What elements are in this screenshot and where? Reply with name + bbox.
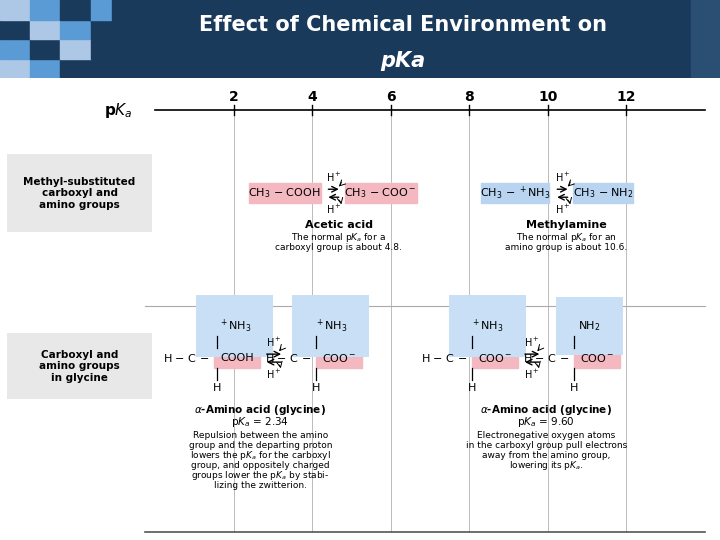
Text: COOH: COOH bbox=[220, 353, 253, 363]
Text: pKa: pKa bbox=[381, 51, 426, 71]
Text: 8: 8 bbox=[464, 90, 474, 104]
Bar bbox=[248, 183, 320, 203]
Text: Electronegative oxygen atoms: Electronegative oxygen atoms bbox=[477, 430, 616, 440]
Text: H: H bbox=[468, 383, 477, 393]
Text: group and the departing proton: group and the departing proton bbox=[189, 441, 332, 450]
Bar bbox=[0, 39, 30, 59]
Text: Methyl-substituted
carboxyl and
amino groups: Methyl-substituted carboxyl and amino gr… bbox=[23, 177, 135, 210]
Text: H$^+$: H$^+$ bbox=[554, 202, 570, 216]
Text: carboxyl group is about 4.8.: carboxyl group is about 4.8. bbox=[275, 242, 402, 252]
Text: H$^+$: H$^+$ bbox=[325, 202, 341, 216]
Text: COO$^-$: COO$^-$ bbox=[322, 352, 356, 364]
FancyBboxPatch shape bbox=[7, 154, 152, 232]
Text: 6: 6 bbox=[386, 90, 395, 104]
Text: H $-$ C $-$: H $-$ C $-$ bbox=[163, 352, 209, 364]
Text: 4: 4 bbox=[307, 90, 317, 104]
Bar bbox=[30, 39, 60, 59]
Bar bbox=[0, 59, 30, 78]
Bar bbox=[30, 0, 60, 19]
Text: H: H bbox=[570, 383, 578, 393]
Text: lowering its p$K_a$.: lowering its p$K_a$. bbox=[509, 458, 583, 471]
Text: 10: 10 bbox=[538, 90, 557, 104]
Text: in the carboxyl group pull electrons: in the carboxyl group pull electrons bbox=[466, 441, 627, 450]
Bar bbox=[574, 348, 620, 368]
Bar bbox=[91, 0, 121, 19]
Text: H $-$ C $-$: H $-$ C $-$ bbox=[523, 352, 569, 364]
Text: H$^+$: H$^+$ bbox=[266, 368, 282, 381]
Text: COO$^-$: COO$^-$ bbox=[580, 352, 614, 364]
Bar bbox=[0, 19, 30, 39]
Text: The normal p$K_a$ for a: The normal p$K_a$ for a bbox=[291, 231, 386, 244]
Bar bbox=[214, 348, 260, 368]
Text: CH$_3$ $-$ COOH: CH$_3$ $-$ COOH bbox=[248, 186, 321, 200]
Text: Carboxyl and
amino groups
in glycine: Carboxyl and amino groups in glycine bbox=[39, 349, 120, 383]
Bar bbox=[345, 183, 417, 203]
Text: CH$_3$ $-$ $\mathregular{^+}$NH$_3$: CH$_3$ $-$ $\mathregular{^+}$NH$_3$ bbox=[480, 185, 551, 202]
Text: lizing the zwitterion.: lizing the zwitterion. bbox=[214, 481, 307, 490]
Bar bbox=[573, 183, 634, 203]
Text: H: H bbox=[312, 383, 320, 393]
Bar bbox=[60, 59, 91, 78]
Text: $\alpha$-Amino acid (glycine): $\alpha$-Amino acid (glycine) bbox=[480, 403, 612, 417]
Text: amino group is about 10.6.: amino group is about 10.6. bbox=[505, 242, 628, 252]
Bar bbox=[30, 59, 60, 78]
FancyBboxPatch shape bbox=[7, 333, 152, 399]
Text: NH$_2$: NH$_2$ bbox=[578, 319, 600, 333]
Text: H$^+$: H$^+$ bbox=[325, 171, 341, 184]
Bar bbox=[482, 183, 549, 203]
Bar bbox=[91, 19, 121, 39]
Text: 12: 12 bbox=[616, 90, 636, 104]
Bar bbox=[60, 0, 91, 19]
Text: group, and oppositely charged: group, and oppositely charged bbox=[191, 461, 330, 470]
Text: CH$_3$ $-$ COO$^-$: CH$_3$ $-$ COO$^-$ bbox=[344, 186, 417, 200]
Bar bbox=[91, 39, 121, 59]
Text: $^+$NH$_3$: $^+$NH$_3$ bbox=[315, 318, 347, 335]
Text: H$^+$: H$^+$ bbox=[554, 171, 570, 184]
Text: $^+$NH$_3$: $^+$NH$_3$ bbox=[471, 318, 503, 335]
Text: H$^+$: H$^+$ bbox=[266, 335, 282, 349]
Text: CH$_3$ $-$ NH$_2$: CH$_3$ $-$ NH$_2$ bbox=[573, 186, 634, 200]
Bar bbox=[30, 19, 60, 39]
Text: away from the amino group,: away from the amino group, bbox=[482, 450, 611, 460]
Text: COO$^-$: COO$^-$ bbox=[478, 352, 513, 364]
Bar bbox=[60, 39, 91, 59]
Bar bbox=[91, 59, 121, 78]
Bar bbox=[112, 0, 691, 78]
Bar bbox=[0, 0, 30, 19]
Text: lowers the p$K_a$ for the carboxyl: lowers the p$K_a$ for the carboxyl bbox=[190, 449, 331, 462]
Text: H $-$ C $-$: H $-$ C $-$ bbox=[421, 352, 467, 364]
Text: H $-$ C $-$: H $-$ C $-$ bbox=[265, 352, 311, 364]
Text: Effect of Chemical Environment on: Effect of Chemical Environment on bbox=[199, 15, 607, 35]
Text: Acetic acid: Acetic acid bbox=[305, 220, 372, 230]
Text: p$K_a$ = 2.34: p$K_a$ = 2.34 bbox=[231, 415, 289, 429]
Text: groups lower the p$K_a$ by stabi-: groups lower the p$K_a$ by stabi- bbox=[192, 469, 330, 482]
Text: $^+$NH$_3$: $^+$NH$_3$ bbox=[219, 318, 251, 335]
Bar bbox=[60, 19, 91, 39]
Text: $\alpha$-Amino acid (glycine): $\alpha$-Amino acid (glycine) bbox=[194, 403, 326, 417]
Text: Methylamine: Methylamine bbox=[526, 220, 607, 230]
Bar bbox=[472, 348, 518, 368]
Bar bbox=[316, 348, 362, 368]
Text: H$^+$: H$^+$ bbox=[524, 335, 540, 349]
Text: p$K_a$: p$K_a$ bbox=[104, 101, 132, 120]
Text: H$^+$: H$^+$ bbox=[524, 368, 540, 381]
Text: p$K_a$ = 9.60: p$K_a$ = 9.60 bbox=[517, 415, 575, 429]
Text: H: H bbox=[212, 383, 221, 393]
Bar bbox=[691, 0, 720, 78]
Text: 2: 2 bbox=[229, 90, 238, 104]
Text: The normal p$K_a$ for an: The normal p$K_a$ for an bbox=[516, 231, 617, 244]
Text: Repulsion between the amino: Repulsion between the amino bbox=[193, 430, 328, 440]
